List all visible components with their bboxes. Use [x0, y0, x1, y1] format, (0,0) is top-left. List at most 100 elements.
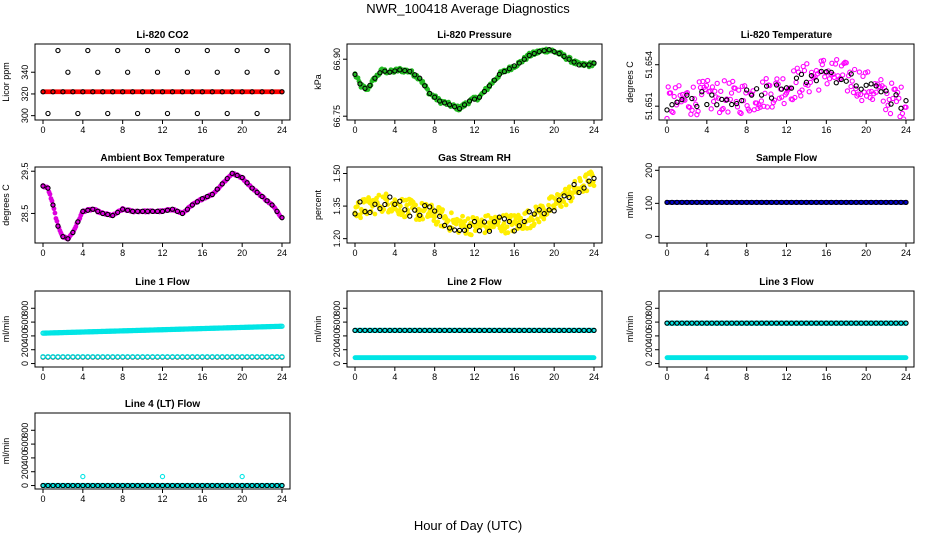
data-point [793, 320, 800, 326]
data-point [154, 208, 161, 214]
x-tick-label: 20 [549, 248, 559, 258]
data-point [818, 199, 825, 206]
x-tick-label: 24 [901, 372, 911, 382]
data-point [120, 482, 126, 488]
x-tick-label: 0 [352, 125, 357, 135]
data-point [873, 199, 879, 206]
data-point [264, 47, 270, 54]
data-point [52, 210, 58, 216]
y-tick-label: 51.651 [644, 92, 654, 120]
data-point [733, 98, 739, 105]
data-point [665, 84, 671, 90]
data-point [719, 320, 725, 326]
data-point [254, 353, 260, 360]
data-point [576, 327, 582, 334]
data-point [758, 92, 765, 98]
x-tick-label: 16 [197, 372, 207, 382]
y-tick-label: 66.75 [332, 105, 342, 128]
x-tick-label: 16 [509, 248, 519, 258]
x-tick-label: 12 [157, 372, 167, 382]
data-point [110, 353, 116, 360]
data-point [45, 482, 51, 488]
data-point [533, 204, 539, 210]
data-point [903, 104, 909, 110]
data-point [80, 473, 86, 480]
data-point [412, 207, 418, 213]
data-point [95, 208, 101, 214]
data-point [259, 482, 265, 488]
data-point [269, 482, 275, 488]
data-point [561, 327, 567, 334]
data-point [511, 63, 517, 69]
data-point [848, 320, 854, 326]
data-point [164, 110, 171, 117]
data-point [259, 193, 265, 200]
data-point [407, 327, 413, 334]
data-point [204, 47, 210, 54]
data-point [154, 482, 161, 488]
data-point [239, 482, 245, 488]
data-point [229, 353, 235, 360]
data-point [526, 209, 532, 215]
data-point [194, 110, 201, 117]
data-point [714, 102, 720, 108]
data-point [571, 59, 577, 65]
data-point [843, 60, 849, 66]
data-point [466, 223, 473, 229]
data-point [783, 320, 790, 326]
x-axis-label: Hour of Day (UTC) [414, 518, 522, 533]
data-point [748, 320, 755, 326]
data-point [456, 327, 463, 334]
data-point [781, 100, 787, 107]
y-axis-label: ml/min [313, 316, 323, 343]
data-point [516, 223, 522, 229]
data-point [833, 199, 839, 206]
data-point [80, 89, 86, 95]
data-point [214, 353, 220, 360]
data-point [164, 207, 171, 213]
y-tick-label: 400 [332, 328, 342, 343]
data-point [792, 94, 798, 101]
data-point [848, 199, 854, 206]
data-point [377, 70, 383, 76]
markers [40, 47, 285, 117]
x-tick-label: 8 [744, 248, 749, 258]
data-point [728, 90, 735, 96]
data-point [377, 327, 383, 334]
x-tick-label: 12 [157, 125, 167, 135]
data-point [405, 211, 411, 216]
panel-1: Li-820 CO2 0 4 8 12 16 20 24 300 320 340 Licor ppm [1, 30, 291, 135]
data-point [669, 108, 675, 115]
panel-3: Li-820 Temperature 0 4 8 12 16 20 24 51.651 51.65… [625, 30, 915, 135]
data-point [90, 206, 96, 212]
data-point [558, 204, 564, 210]
data-point [224, 482, 230, 488]
y-axis-label: ml/min [625, 192, 635, 219]
data-point [690, 84, 696, 90]
data-point [60, 234, 66, 240]
data-point [194, 353, 201, 360]
x-tick-label: 8 [120, 372, 125, 382]
data-point [174, 482, 181, 488]
data-point [279, 215, 285, 221]
data-point [279, 89, 285, 95]
data-point [709, 320, 715, 326]
data-point [836, 76, 842, 83]
data-point [684, 90, 690, 96]
data-point [900, 116, 907, 119]
data-point [413, 202, 418, 208]
x-tick-label: 20 [861, 372, 871, 382]
data-point [704, 320, 710, 326]
data-point [471, 96, 478, 102]
data-point [769, 104, 775, 110]
data-point [54, 218, 60, 224]
y-tick-label: 600 [332, 315, 342, 330]
data-point [75, 482, 81, 488]
data-point [759, 79, 766, 85]
data-point [689, 199, 695, 206]
data-point [149, 89, 156, 95]
data-point [417, 212, 423, 218]
data-point [55, 223, 61, 229]
data-point [511, 327, 517, 334]
data-point [764, 104, 771, 110]
